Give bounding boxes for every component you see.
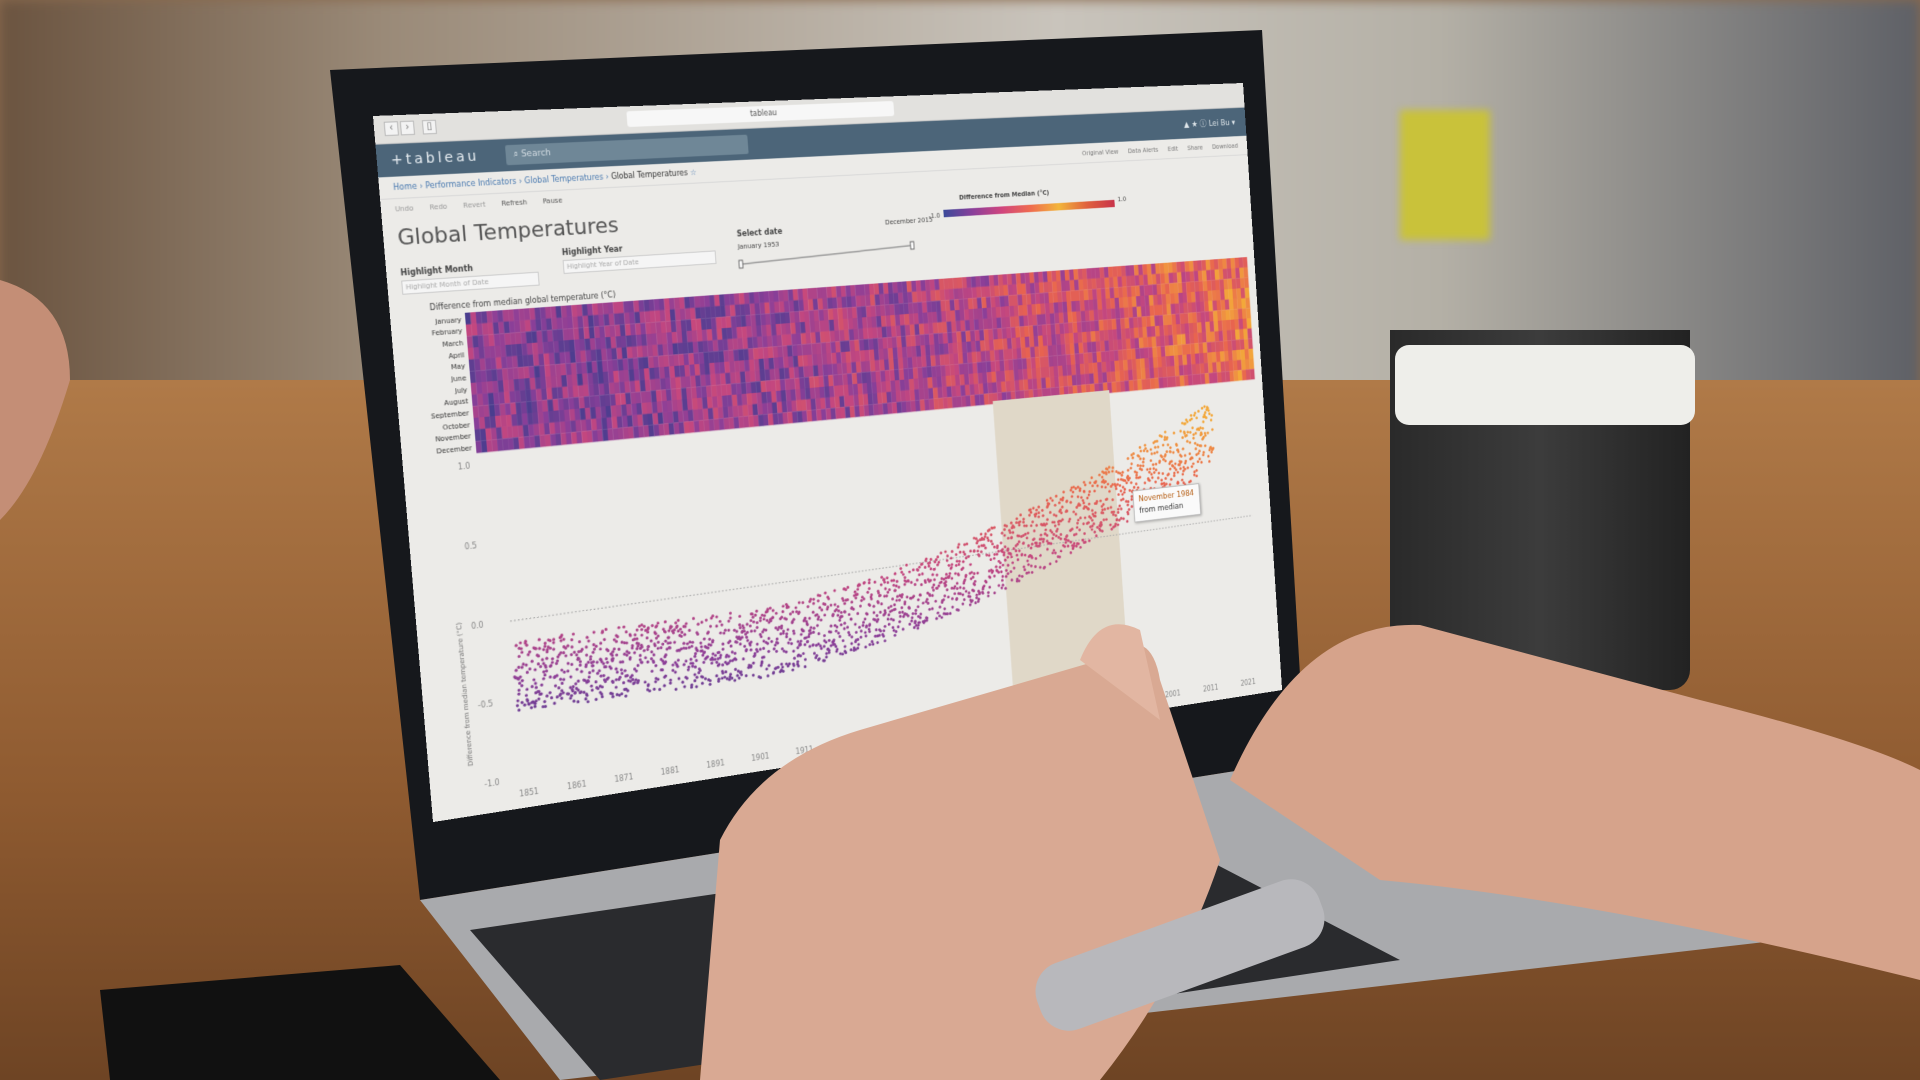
heatmap-month-label: December	[436, 444, 473, 456]
y-tick-label: 0.5	[464, 541, 477, 552]
y-tick-label: -0.5	[477, 699, 493, 710]
x-tick-label: 1851	[519, 786, 539, 798]
x-tick-label: 1891	[706, 758, 725, 770]
x-tick-label: 2011	[1203, 683, 1219, 694]
background-hand	[0, 280, 70, 520]
heatmap-month-label: June	[450, 374, 467, 384]
wristwatch	[1035, 879, 1325, 1031]
heatmap-month-label: September	[431, 409, 471, 421]
thumb	[1080, 624, 1160, 720]
x-tick-label: 1911	[795, 745, 813, 757]
heatmap-month-label: March	[442, 339, 464, 349]
right-hand	[1230, 624, 1920, 980]
x-tick-label: 1871	[614, 772, 634, 784]
heatmap-month-label: January	[434, 315, 462, 326]
x-tick-label: 1861	[567, 779, 587, 791]
x-tick-label: 1881	[660, 765, 679, 777]
x-tick-label: 1901	[751, 751, 770, 763]
heatmap-month-label: February	[431, 327, 463, 338]
yellow-pot	[1400, 110, 1490, 240]
left-hand	[700, 644, 1220, 1080]
heatmap-month-label: November	[435, 432, 472, 444]
heatmap-month-label: May	[451, 362, 467, 372]
x-tick-label: 2021	[1240, 677, 1256, 687]
y-tick-label: 1.0	[457, 461, 470, 472]
heatmap-month-label: April	[448, 350, 464, 360]
heatmap-month-label: October	[442, 420, 471, 431]
y-tick-label: -1.0	[484, 777, 500, 789]
coffee-cup-lid	[1395, 345, 1695, 425]
heatmap-month-label: August	[444, 397, 469, 408]
heatmap-month-label: July	[454, 385, 469, 395]
x-tick-label: 2001	[1165, 689, 1181, 700]
phone	[100, 965, 500, 1080]
y-tick-label: 0.0	[471, 620, 484, 631]
